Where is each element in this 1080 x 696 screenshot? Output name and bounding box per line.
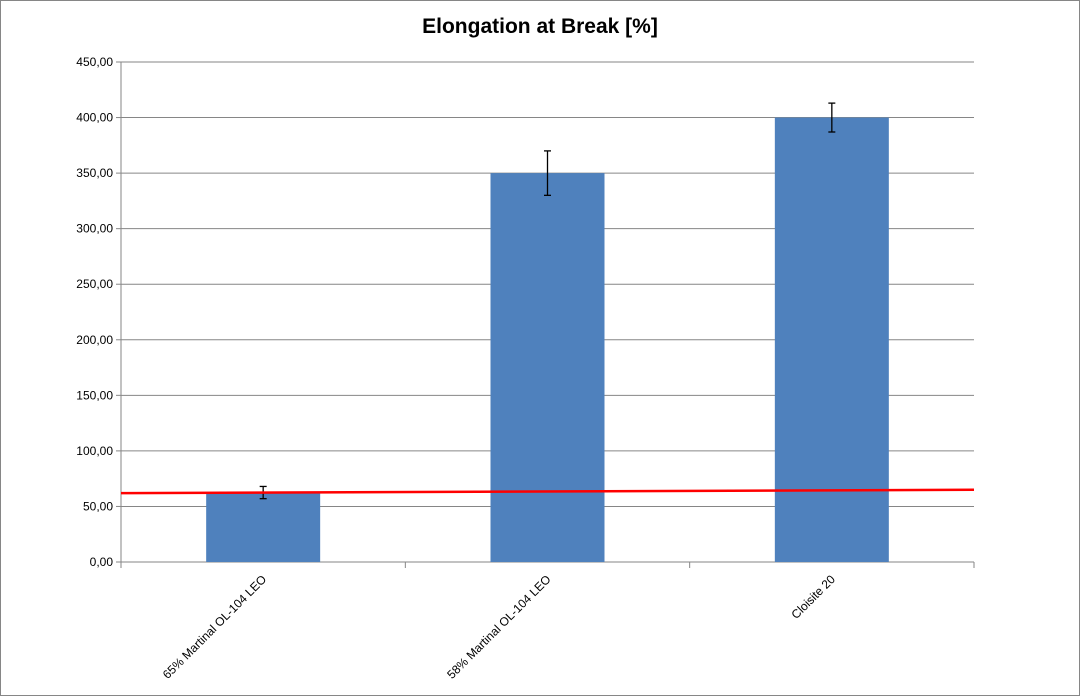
bar	[490, 173, 605, 562]
y-tick-label: 0,00	[90, 555, 114, 569]
chart-title: Elongation at Break [%]	[422, 15, 658, 38]
bar	[774, 117, 889, 563]
y-tick-label: 450,00	[76, 55, 113, 69]
y-tick-label: 400,00	[76, 111, 113, 125]
x-category-label: 58% Martinal OL-104 LEO	[444, 572, 553, 681]
reference-line	[120, 488, 975, 495]
y-tick-label: 350,00	[76, 166, 113, 180]
y-tick-label: 300,00	[76, 222, 113, 236]
y-tick-label: 250,00	[76, 277, 113, 291]
y-tick-label: 50,00	[83, 499, 113, 513]
x-category-label: 65% Martinal OL-104 LEO	[160, 572, 269, 681]
y-tick-label: 150,00	[76, 388, 113, 402]
y-tick-label: 200,00	[76, 333, 113, 347]
x-category-label: Cloisite 20	[788, 572, 838, 622]
bar	[206, 493, 321, 562]
y-tick-label: 100,00	[76, 444, 113, 458]
